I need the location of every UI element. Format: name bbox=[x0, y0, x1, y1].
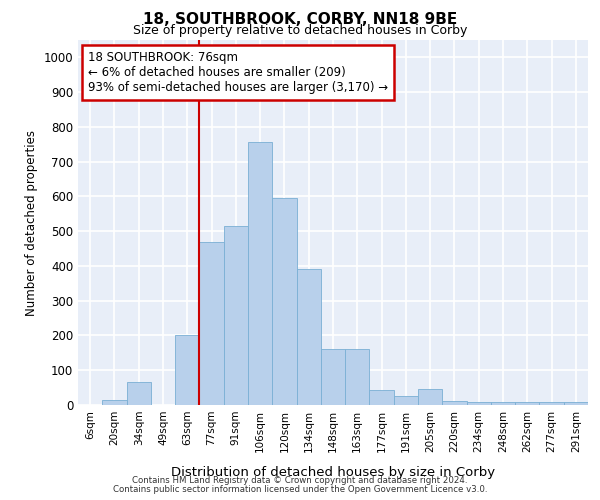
Bar bbox=[102, 400, 127, 405]
Bar bbox=[539, 402, 564, 405]
Text: Size of property relative to detached houses in Corby: Size of property relative to detached ho… bbox=[133, 24, 467, 37]
Bar bbox=[272, 198, 296, 405]
X-axis label: Distribution of detached houses by size in Corby: Distribution of detached houses by size … bbox=[171, 466, 495, 479]
Bar bbox=[515, 402, 539, 405]
Bar bbox=[564, 402, 588, 405]
Bar bbox=[127, 382, 151, 405]
Bar bbox=[345, 350, 370, 405]
Text: 18, SOUTHBROOK, CORBY, NN18 9BE: 18, SOUTHBROOK, CORBY, NN18 9BE bbox=[143, 12, 457, 28]
Text: Contains HM Land Registry data © Crown copyright and database right 2024.: Contains HM Land Registry data © Crown c… bbox=[132, 476, 468, 485]
Y-axis label: Number of detached properties: Number of detached properties bbox=[25, 130, 38, 316]
Bar bbox=[296, 270, 321, 405]
Bar bbox=[175, 336, 199, 405]
Bar bbox=[370, 390, 394, 405]
Bar bbox=[467, 402, 491, 405]
Bar bbox=[321, 350, 345, 405]
Bar bbox=[224, 226, 248, 405]
Bar bbox=[394, 396, 418, 405]
Bar bbox=[418, 390, 442, 405]
Text: 18 SOUTHBROOK: 76sqm
← 6% of detached houses are smaller (209)
93% of semi-detac: 18 SOUTHBROOK: 76sqm ← 6% of detached ho… bbox=[88, 51, 388, 94]
Bar bbox=[491, 402, 515, 405]
Text: Contains public sector information licensed under the Open Government Licence v3: Contains public sector information licen… bbox=[113, 485, 487, 494]
Bar bbox=[442, 401, 467, 405]
Bar bbox=[248, 142, 272, 405]
Bar bbox=[199, 242, 224, 405]
